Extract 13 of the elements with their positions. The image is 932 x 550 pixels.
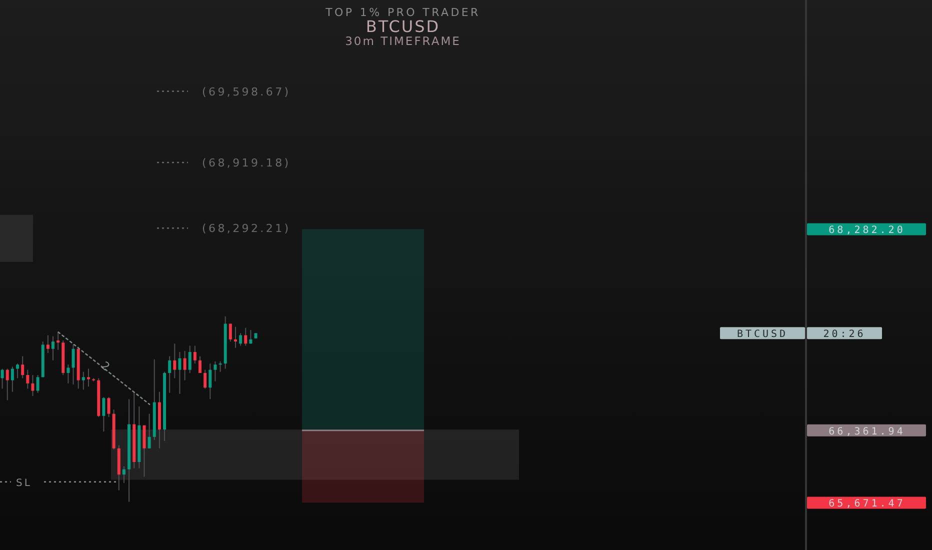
annotation: 2 [98, 359, 112, 374]
ref-line-label: (68,919.18) [202, 156, 291, 170]
text: BTCUSD [366, 17, 440, 36]
ref-line-label: (69,598.67) [202, 85, 291, 98]
annotation: BTCUSD [736, 329, 788, 340]
text: 30m TIMEFRAME [345, 34, 461, 48]
annotation: TOP 1% PRO TRADER [324, 6, 480, 19]
y-tick-label: 68,282.20 [828, 225, 906, 236]
y-tick-label: 66,361.94 [828, 426, 906, 438]
text: 20:26 [823, 329, 866, 340]
y-tick-label: 65,671.47 [828, 498, 906, 510]
ref-line-label: SL [16, 478, 32, 489]
ref-line-label: (68,292.21) [202, 222, 291, 236]
